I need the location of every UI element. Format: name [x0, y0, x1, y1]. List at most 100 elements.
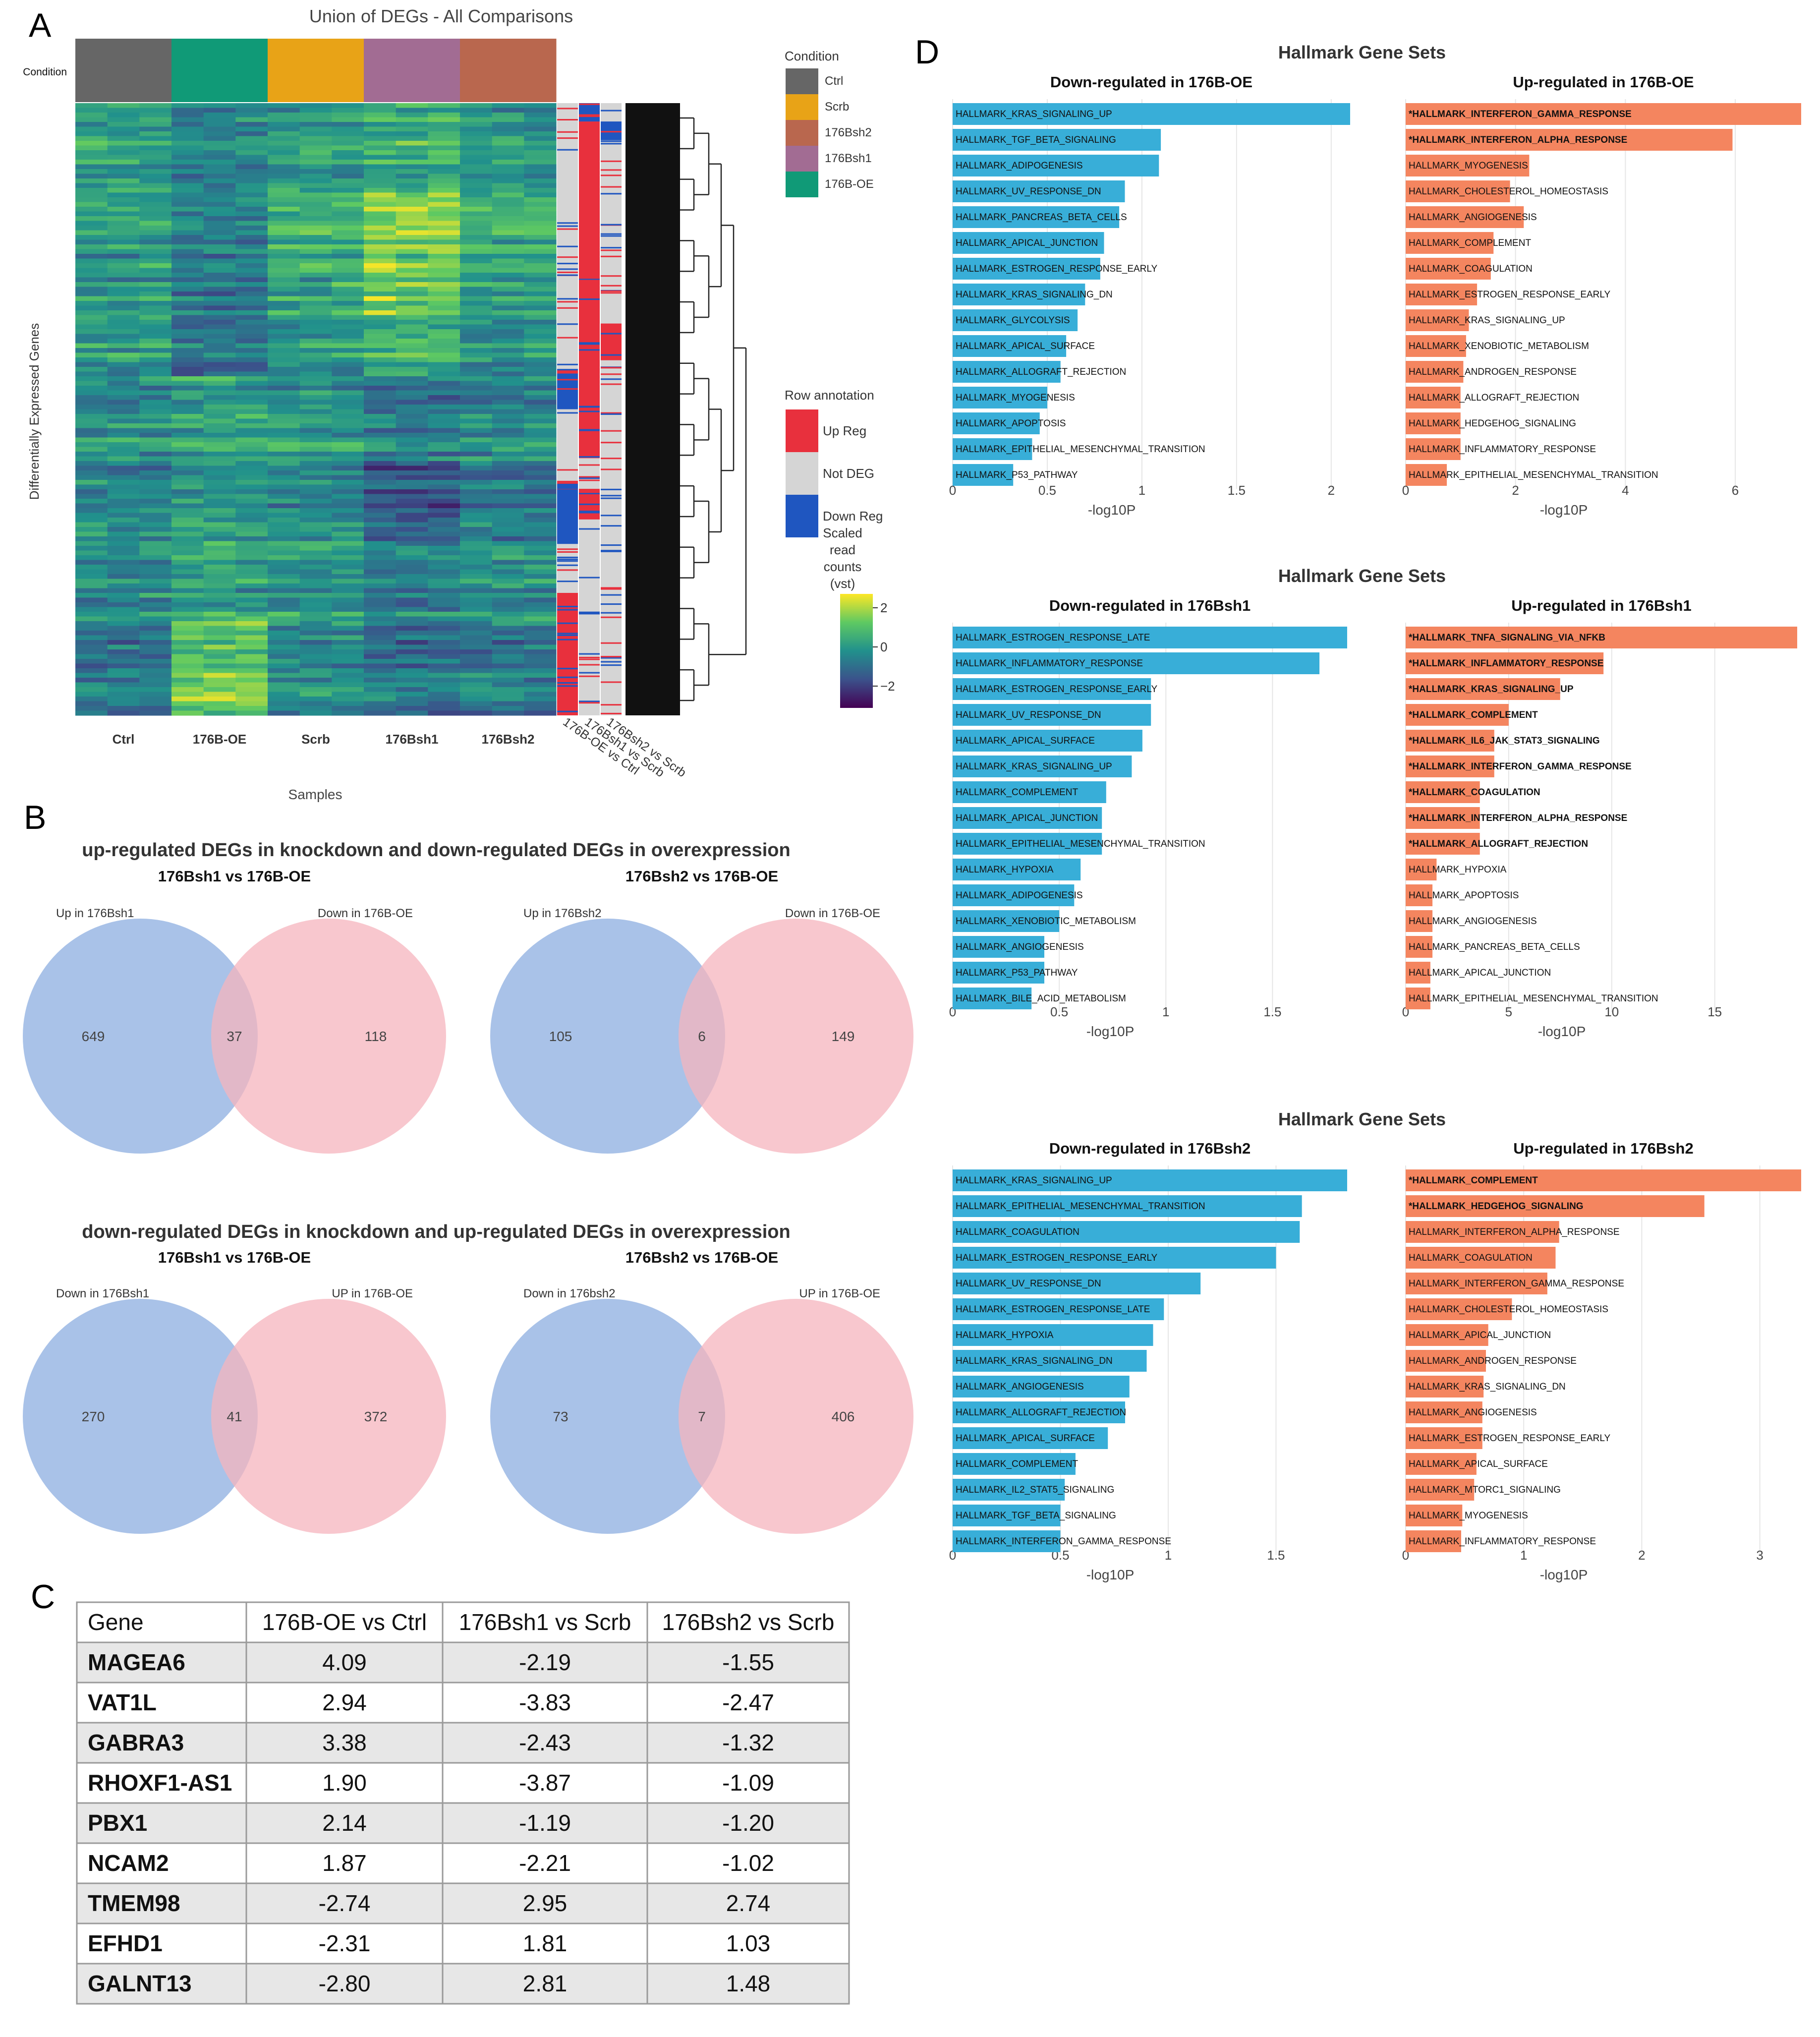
x-axis-label: -log10P: [1088, 502, 1136, 518]
heatmap-cell: [396, 428, 428, 433]
heatmap-cell: [139, 301, 172, 306]
annotation-line: [601, 292, 622, 294]
annotation-line: [601, 137, 622, 139]
x-tick-label: 2: [1638, 1548, 1645, 1563]
heatmap-cell: [364, 122, 397, 127]
heatmap-cell: [75, 470, 108, 476]
heatmap-cell: [396, 536, 428, 542]
heatmap-cell: [139, 216, 172, 222]
bar: [1406, 1427, 1482, 1449]
bar: [953, 335, 1067, 357]
heatmap-cell: [524, 258, 557, 264]
heatmap-cell: [396, 258, 428, 264]
heatmap-cell: [460, 254, 493, 259]
heatmap-cell: [139, 376, 172, 382]
heatmap-cell: [171, 211, 204, 217]
heatmap-cell: [75, 108, 108, 113]
heatmap-cell: [428, 640, 460, 645]
heatmap-cell: [364, 565, 397, 570]
heatmap-cell: [75, 216, 108, 222]
heatmap-cell: [107, 565, 140, 570]
heatmap-cell: [332, 310, 364, 316]
heatmap-cell: [299, 569, 332, 575]
heatmap-cell: [203, 527, 236, 532]
panel-label-d: D: [915, 33, 939, 71]
heatmap-cell: [524, 296, 557, 301]
annotation-line: [557, 560, 578, 562]
heatmap-cell: [107, 494, 140, 499]
venn-right-count: 372: [364, 1409, 388, 1424]
heatmap-cell: [75, 442, 108, 448]
heatmap-cell: [235, 126, 268, 132]
heatmap-cell: [524, 239, 557, 245]
heatmap-cell: [299, 489, 332, 495]
heatmap-cell: [139, 108, 172, 113]
heatmap-cell: [235, 263, 268, 269]
heatmap-cell: [364, 103, 397, 109]
bar-label: HALLMARK_APICAL_SURFACE: [956, 736, 1095, 746]
bar-label: HALLMARK_ESTROGEN_RESPONSE_EARLY: [1409, 1433, 1611, 1444]
heatmap-cell: [396, 122, 428, 127]
heatmap-cell: [364, 518, 397, 523]
heatmap-cell: [428, 588, 460, 593]
heatmap-cell: [524, 668, 557, 674]
heatmap-cell: [460, 301, 493, 306]
heatmap-cell: [460, 287, 493, 292]
heatmap-cell: [396, 103, 428, 109]
heatmap-cell: [107, 456, 140, 462]
heatmap-cell: [396, 221, 428, 226]
heatmap-cell: [75, 508, 108, 514]
color-scale-legend: Scaled read counts (vst) 2 0 −2: [823, 525, 895, 708]
heatmap-cell: [364, 536, 397, 542]
heatmap-cell: [396, 390, 428, 396]
heatmap-cell: [268, 287, 300, 292]
heatmap-cell: [460, 108, 493, 113]
heatmap-cell: [364, 221, 397, 226]
heatmap-cell: [396, 183, 428, 188]
heatmap-cell: [107, 687, 140, 693]
heatmap-cell: [235, 692, 268, 697]
heatmap-cell: [268, 456, 300, 462]
heatmap-cell: [107, 659, 140, 664]
heatmap-cell: [268, 122, 300, 127]
annotation-line: [557, 222, 578, 224]
heatmap-cell: [524, 188, 557, 193]
heatmap-cell: [139, 367, 172, 372]
annotation-line: [557, 256, 578, 258]
heatmap-cell: [171, 160, 204, 165]
heatmap-cell: [75, 673, 108, 678]
heatmap-cell: [460, 235, 493, 240]
heatmap-cell: [332, 244, 364, 250]
venn-left-count: 105: [549, 1029, 572, 1044]
heatmap-cell: [171, 169, 204, 175]
heatmap-cell: [364, 343, 397, 349]
heatmap-cell: [75, 287, 108, 292]
heatmap-cell: [203, 663, 236, 669]
heatmap-cell: [332, 654, 364, 659]
heatmap-cell: [203, 352, 236, 358]
heatmap-cell: [428, 348, 460, 353]
bar: [1406, 781, 1480, 803]
heatmap-cell: [332, 569, 364, 575]
heatmap-cell: [428, 447, 460, 452]
bar: [953, 1273, 1201, 1294]
heatmap-cell: [364, 405, 397, 410]
heatmap-cell: [268, 160, 300, 165]
heatmap-cell: [396, 663, 428, 669]
heatmap-cell: [268, 678, 300, 683]
heatmap-cell: [107, 550, 140, 556]
annotation-line: [557, 337, 578, 339]
heatmap-cell: [171, 249, 204, 254]
heatmap-cell: [75, 164, 108, 170]
heatmap-cell: [171, 616, 204, 622]
x-axis-label: -log10P: [1086, 1567, 1135, 1582]
heatmap-cell: [268, 305, 300, 311]
heatmap-cell: [428, 131, 460, 137]
table-header-row: [76, 1601, 850, 1643]
heatmap-cell: [139, 386, 172, 391]
heatmap-cell: [492, 593, 524, 598]
heatmap-cell: [203, 178, 236, 184]
heatmap-cell: [299, 226, 332, 231]
heatmap-cell: [524, 291, 557, 297]
